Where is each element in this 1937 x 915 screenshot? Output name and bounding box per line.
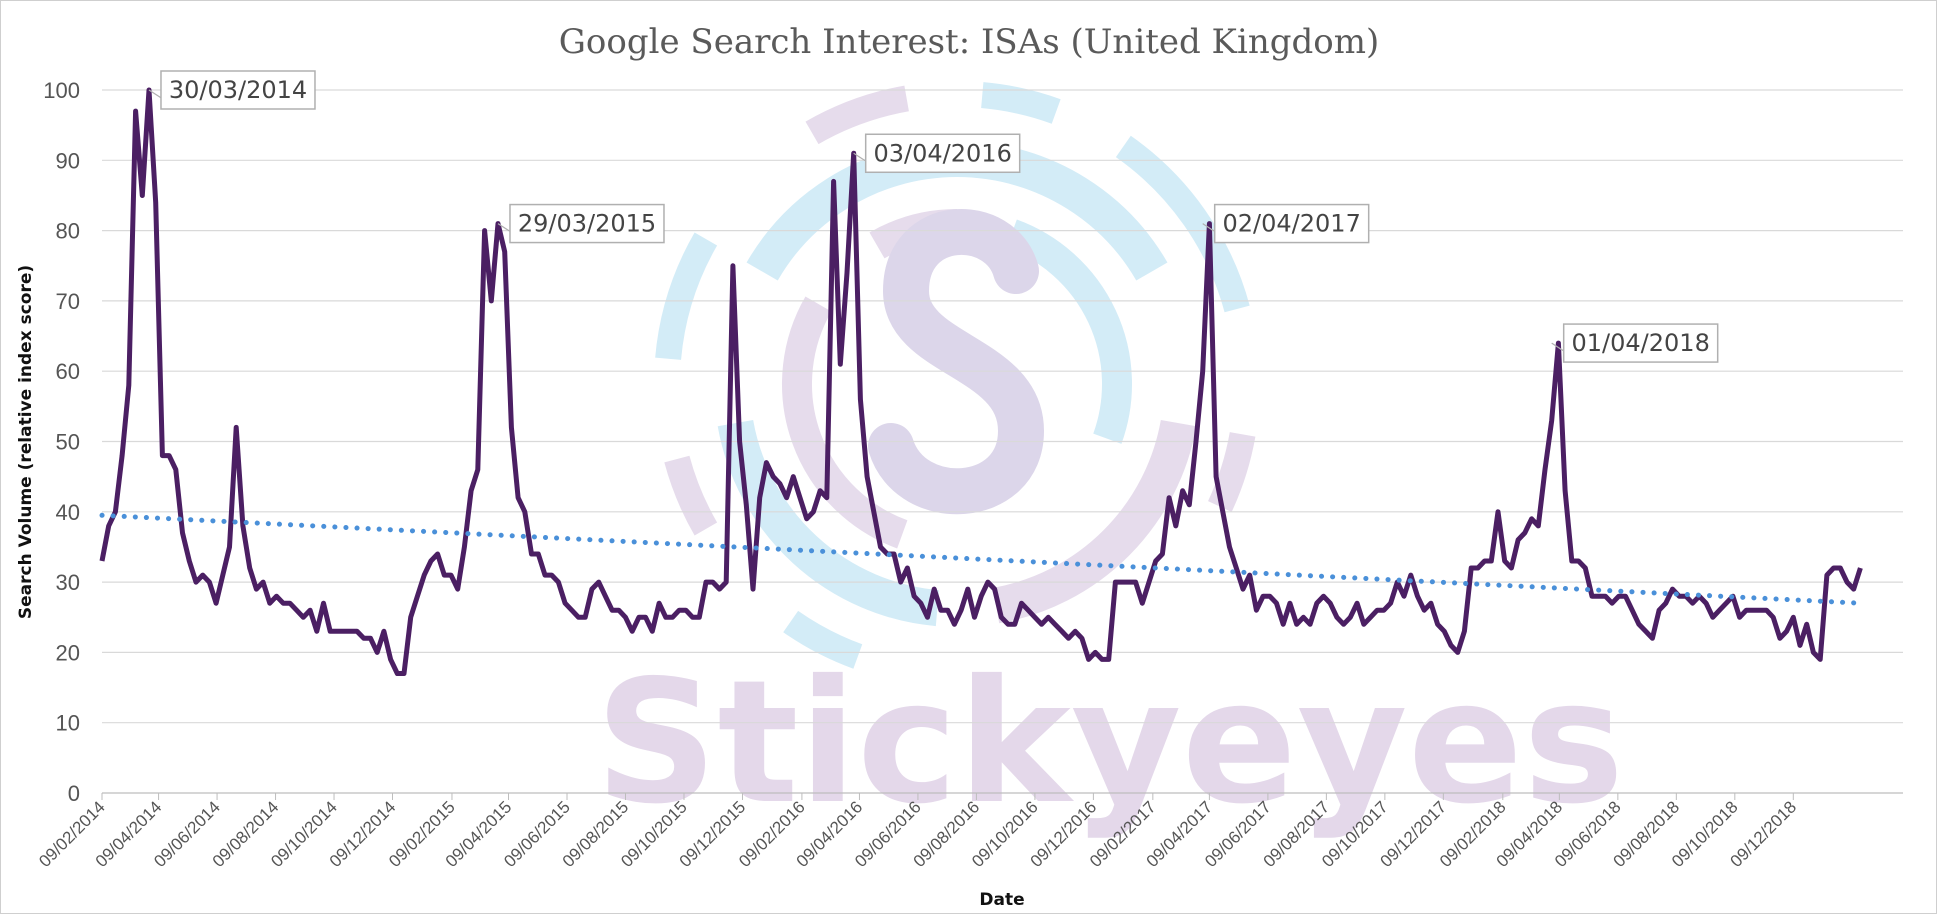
watermark-ring-inner — [1006, 219, 1132, 444]
callout-label: 30/03/2014 — [169, 76, 307, 104]
x-axis-title: Date — [979, 890, 1024, 910]
callout-box — [509, 203, 665, 244]
gridlines — [102, 89, 1903, 794]
peak-callout: 03/04/2016 — [853, 133, 1021, 174]
watermark-ring-outer — [1207, 431, 1256, 513]
y-tick-label: 40 — [56, 500, 80, 525]
watermark-ring-inner — [782, 296, 908, 549]
watermark-ring-outer — [1115, 135, 1250, 313]
watermark-s-shape — [868, 209, 1045, 515]
search-volume-line — [99, 87, 1863, 676]
y-axis-title: Search Volume (relative index score) — [16, 265, 36, 619]
y-tick-label: 80 — [56, 219, 80, 244]
callout-box — [160, 70, 316, 110]
peak-callout: 02/04/2017 — [1202, 203, 1370, 244]
callout-label: 01/04/2018 — [1572, 329, 1710, 357]
trendline — [99, 512, 1863, 606]
series-layer — [99, 87, 1863, 676]
watermark-ring-outer — [805, 85, 910, 145]
y-tick-label: 20 — [56, 640, 80, 665]
peak-callout: 29/03/2015 — [497, 203, 665, 244]
callout-label: 03/04/2016 — [874, 139, 1012, 167]
y-tick-label: 100 — [43, 78, 80, 103]
y-tick-label: 0 — [68, 781, 80, 806]
watermark-ring-outer — [980, 82, 1061, 124]
watermark-ring-middle — [717, 419, 940, 627]
chart-title: Google Search Interest: ISAs (United Kin… — [559, 22, 1379, 62]
watermark-ring-middle — [992, 419, 1197, 624]
peak-callout: 30/03/2014 — [148, 70, 316, 110]
watermark-ring-outer — [655, 232, 718, 361]
watermark-ring-outer — [783, 610, 863, 669]
peak-callouts: 30/03/2014 29/03/2015 03/04/2016 02/04/2017… — [148, 70, 1719, 363]
callout-box — [864, 133, 1021, 174]
watermark-ring-outer — [664, 455, 718, 536]
y-tick-label: 10 — [56, 711, 80, 736]
y-tick-label: 30 — [56, 570, 80, 595]
watermark-text: Stickyeyes — [595, 644, 1624, 842]
y-axis-ticks: 0 10 20 30 40 50 60 70 80 90 100 — [43, 78, 80, 806]
y-tick-label: 60 — [56, 359, 80, 384]
stickyeyes-watermark — [655, 82, 1256, 669]
peak-callout: 01/04/2018 — [1551, 323, 1719, 363]
callout-box — [1213, 203, 1370, 244]
callout-label: 29/03/2015 — [518, 210, 656, 238]
y-tick-label: 50 — [56, 430, 80, 455]
callout-box — [1562, 323, 1719, 363]
callout-label: 02/04/2017 — [1223, 210, 1361, 238]
y-tick-label: 70 — [56, 289, 80, 314]
y-tick-label: 90 — [56, 148, 80, 173]
